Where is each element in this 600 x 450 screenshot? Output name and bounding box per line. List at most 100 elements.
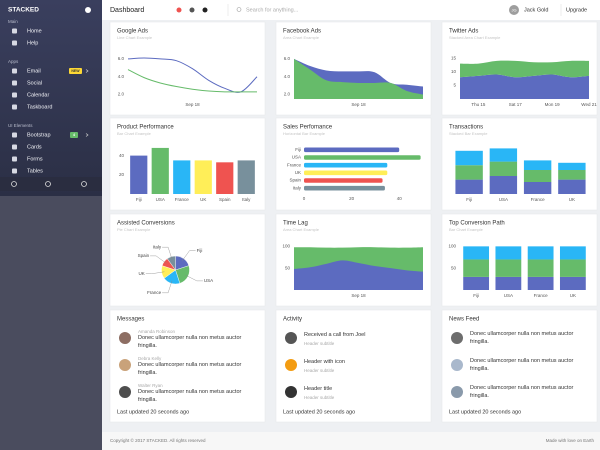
card-subtitle: Stacked Area Chart Example [449,35,501,40]
y-tick-label: Fiji [295,147,301,152]
x-tick-label: France [534,293,549,298]
bar [304,147,400,153]
card-subtitle: Area Chart Example [283,227,320,232]
card [109,213,266,307]
card-title: Google Ads [117,29,148,35]
avatar [285,386,297,398]
nav-icon [12,80,17,86]
x-tick-label: USA [504,293,513,298]
bar [130,155,148,194]
bar-segment [559,246,586,260]
card-title: Sales Perfomance [283,125,333,131]
list-item: Header title Header subtitle [304,386,424,401]
y-tick-label: 4.0 [284,74,291,79]
header-icon[interactable] [202,7,208,13]
x-tick-label: UK [569,197,575,202]
bar-segment [559,276,586,290]
panel-footer: Last updated 20 seconds ago [283,409,355,415]
card-title: News Feed [449,317,479,323]
nav-icon [12,104,17,110]
footer-note: Made with love on Earth [546,438,595,443]
nav-item[interactable]: Forms [27,156,43,162]
card-subtitle: Horizontal Bar Example [283,131,326,136]
nav-item[interactable]: Taskboard [27,104,52,110]
bar-segment [489,161,518,176]
x-tick-label: Fiji [473,293,479,298]
avatar[interactable] [509,5,519,15]
item-text: Donec ullamcorper nulla non metus auctor… [138,335,242,349]
bar-segment [495,246,522,260]
nav-item[interactable]: Home [27,28,42,34]
nav-item[interactable]: Calendar [27,92,49,98]
bar [216,162,234,194]
bottom-icon[interactable] [45,181,51,187]
chevron [85,69,89,73]
card-title: Transactions [449,125,483,131]
nav-item[interactable]: Tables [27,168,43,174]
footer-bg [102,432,600,450]
bar-segment [527,246,554,260]
line-series [127,69,257,93]
x-tick-label: USA [156,197,165,202]
search-input[interactable]: Search for anything... [246,7,299,13]
nav-item[interactable]: Cards [27,144,42,150]
x-tick-label: Sep 18 [351,293,366,298]
bar [304,155,421,160]
upgrade-button[interactable]: Upgrade [566,7,587,13]
y-tick-label: 15 [451,55,457,60]
y-tick-label: France [287,162,302,167]
bar-segment [463,276,490,290]
card-title: Top Conversion Path [449,221,505,227]
bar [151,147,169,194]
y-tick-label: UK [295,170,301,175]
section-title: UI Elements [8,123,33,128]
nav-icon [12,168,17,174]
bottom-icon[interactable] [81,181,87,187]
bar-segment [527,259,554,277]
bar [237,160,255,194]
x-tick-label: Spain [219,197,231,202]
y-tick-label: 20 [119,172,125,177]
activity-subtitle: Header subtitle [304,340,335,346]
card-title: Time Lag [283,221,308,227]
bar-segment [455,165,483,180]
user-name[interactable]: Jack Gold [524,7,548,13]
x-tick-label: 20 [349,196,355,201]
avatar [285,332,297,344]
search-icon [236,7,242,12]
toggle[interactable] [85,7,91,13]
header-icon[interactable] [176,7,182,13]
bar-segment [558,179,586,194]
nav-item[interactable]: Help [27,40,38,46]
avatar [119,332,131,344]
item-text: Donec ullamcorper nulla non metus auctor… [138,389,242,403]
card-subtitle: Bar Chart Example [117,131,152,136]
activity-subtitle: Header subtitle [304,394,335,400]
nav-item[interactable]: Bootstrap [27,132,51,138]
pie-label: USA [204,278,213,283]
sender-name: Walter Ryan [138,383,163,388]
nav-icon [12,68,17,74]
nav-item[interactable]: Social [27,80,42,86]
y-tick-label: 5 [453,83,456,88]
leader-line [145,271,165,274]
bar-segment [527,276,554,290]
section-title: Apps [8,59,19,64]
card-title: Messages [117,317,144,323]
avatar [451,359,463,371]
nav-icon [12,92,17,98]
activity-title: Header with icon [304,359,345,365]
nav-item[interactable]: Email [27,68,41,74]
header-icon[interactable] [189,7,195,13]
section-title: Main [8,19,18,24]
item-text: Donec ullamcorper nulla non metus auctor… [470,358,574,372]
bar-segment [558,162,586,170]
y-tick-label: Italy [293,185,302,190]
bottom-icon[interactable] [11,181,17,187]
card-title: Facebook Ads [283,29,321,35]
list-item: Header with icon Header subtitle [304,359,424,374]
bar-segment [455,179,483,194]
page-title: Dashboard [110,7,144,14]
bar [304,185,385,191]
